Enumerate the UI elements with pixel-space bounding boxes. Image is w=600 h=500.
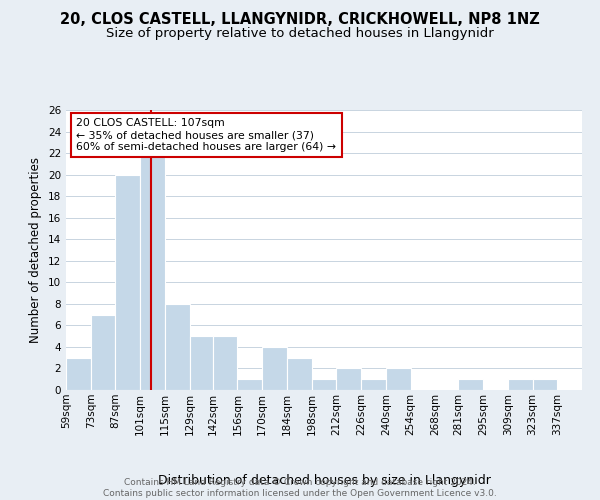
Bar: [115, 174, 140, 390]
Bar: [361, 379, 386, 390]
Bar: [91, 314, 115, 390]
Bar: [190, 336, 212, 390]
Text: 20, CLOS CASTELL, LLANGYNIDR, CRICKHOWELL, NP8 1NZ: 20, CLOS CASTELL, LLANGYNIDR, CRICKHOWEL…: [60, 12, 540, 28]
Bar: [212, 336, 238, 390]
X-axis label: Distribution of detached houses by size in Llangynidr: Distribution of detached houses by size …: [158, 474, 490, 487]
Bar: [458, 379, 483, 390]
Bar: [287, 358, 311, 390]
Bar: [165, 304, 190, 390]
Text: 20 CLOS CASTELL: 107sqm
← 35% of detached houses are smaller (37)
60% of semi-de: 20 CLOS CASTELL: 107sqm ← 35% of detache…: [76, 118, 337, 152]
Bar: [508, 379, 533, 390]
Bar: [238, 379, 262, 390]
Bar: [262, 347, 287, 390]
Bar: [140, 142, 165, 390]
Bar: [337, 368, 361, 390]
Bar: [386, 368, 410, 390]
Bar: [311, 379, 337, 390]
Bar: [66, 358, 91, 390]
Bar: [533, 379, 557, 390]
Text: Contains HM Land Registry data © Crown copyright and database right 2024.
Contai: Contains HM Land Registry data © Crown c…: [103, 478, 497, 498]
Text: Size of property relative to detached houses in Llangynidr: Size of property relative to detached ho…: [106, 28, 494, 40]
Y-axis label: Number of detached properties: Number of detached properties: [29, 157, 43, 343]
